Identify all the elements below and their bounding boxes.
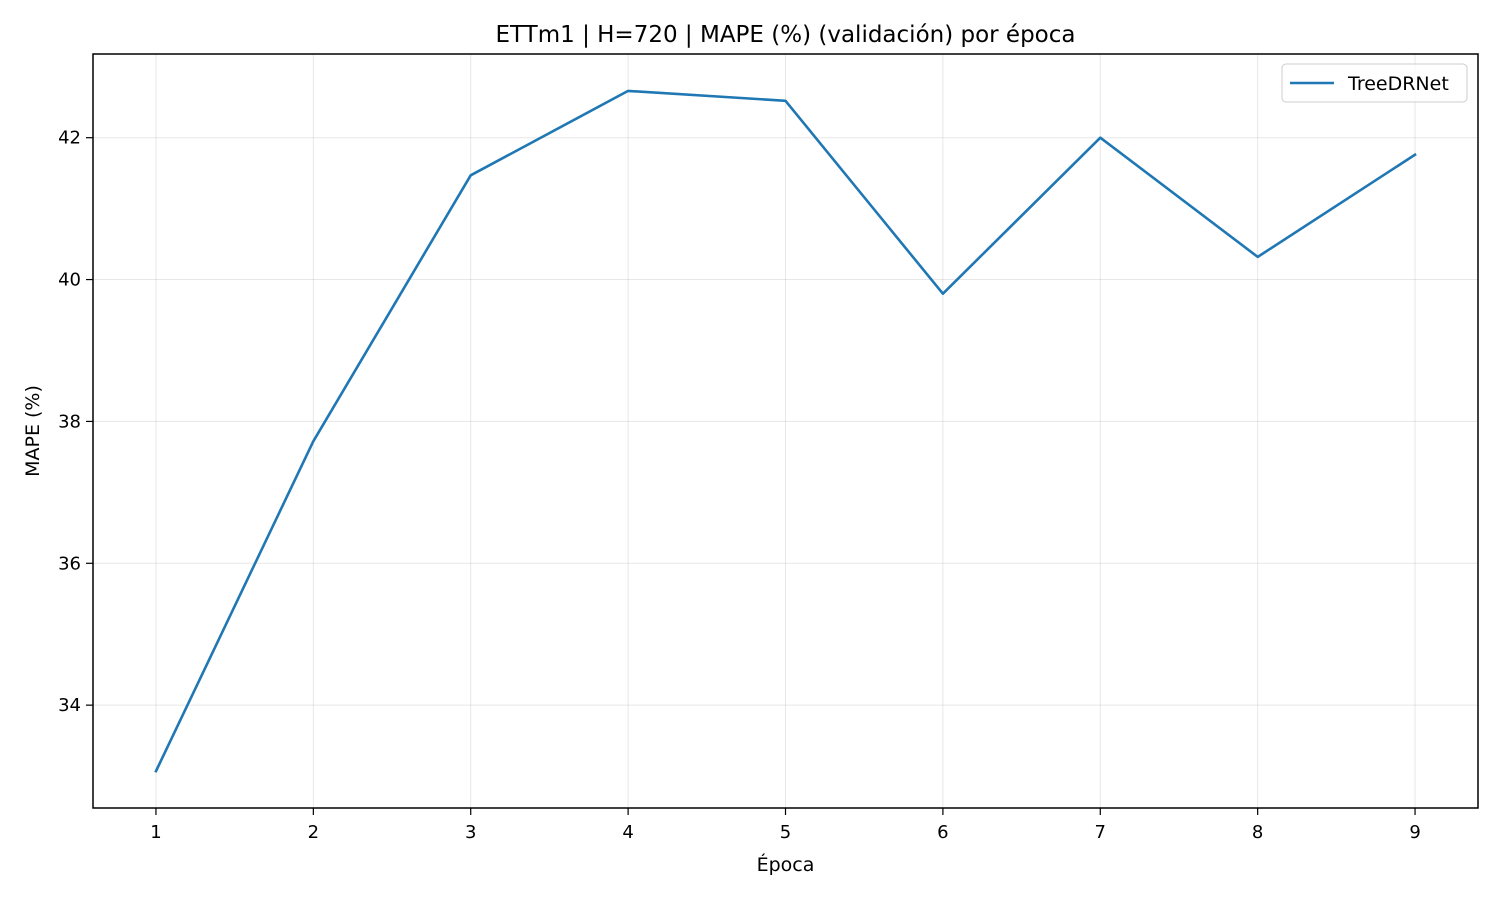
y-tick-label: 40	[58, 270, 81, 291]
y-axis: 34 36 38 40 42	[58, 128, 93, 716]
legend-box	[1281, 63, 1468, 103]
y-tick-label: 42	[58, 128, 81, 149]
legend: TreeDRNet	[1281, 63, 1468, 103]
legend-label: TreeDRNet	[1347, 73, 1449, 95]
x-tick-label: 1	[150, 822, 161, 843]
x-tick-label: 3	[465, 822, 476, 843]
grid	[93, 54, 1478, 808]
x-tick-label: 6	[937, 822, 948, 843]
x-tick-label: 2	[308, 822, 319, 843]
chart-title: ETTm1 | H=720 | MAPE (%) (validación) po…	[496, 22, 1076, 48]
x-tick-label: 8	[1252, 822, 1263, 843]
x-axis-label: Época	[757, 853, 815, 876]
series-line	[154, 89, 1417, 773]
x-tick-label: 9	[1409, 822, 1420, 843]
x-tick-label: 5	[780, 822, 791, 843]
y-tick-label: 36	[58, 553, 81, 574]
x-tick-label: 7	[1095, 822, 1106, 843]
x-axis: 1 2 3 4 5 6 7 8 9	[150, 808, 1421, 843]
y-axis-label: MAPE (%)	[22, 385, 44, 477]
y-tick-label: 38	[58, 411, 81, 432]
y-tick-label: 34	[58, 695, 81, 716]
x-tick-label: 4	[622, 822, 633, 843]
series-layer	[154, 89, 1417, 773]
